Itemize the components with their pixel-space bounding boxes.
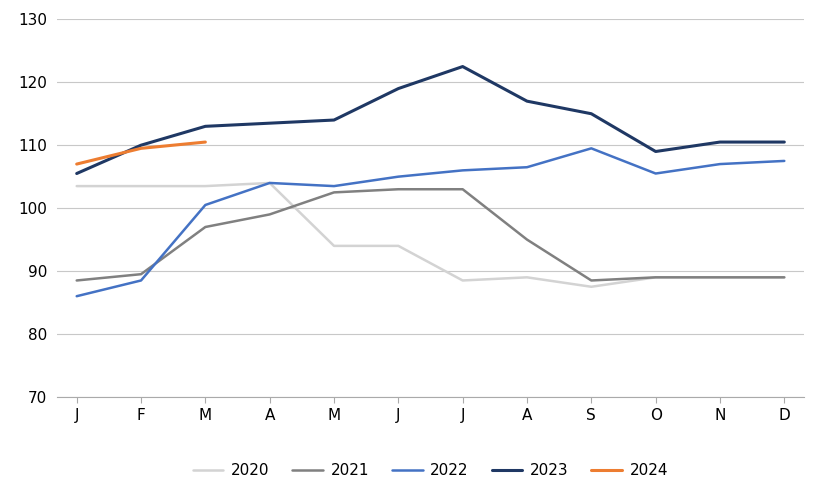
2023 <box>72 171 82 177</box>
2022 <box>200 202 210 208</box>
2024 <box>72 161 82 167</box>
2021 <box>650 274 660 280</box>
2020 <box>328 243 338 249</box>
2020 <box>136 183 146 189</box>
2020 <box>714 274 724 280</box>
2022 <box>393 174 403 180</box>
2020 <box>200 183 210 189</box>
2021 <box>136 271 146 277</box>
2020 <box>650 274 660 280</box>
2022 <box>650 171 660 177</box>
2022 <box>265 180 274 186</box>
Line: 2024: 2024 <box>77 142 205 164</box>
2021 <box>586 278 595 284</box>
2020 <box>778 274 788 280</box>
2023 <box>393 86 403 91</box>
2023 <box>778 139 788 145</box>
2022 <box>457 167 467 173</box>
2023 <box>200 123 210 129</box>
2020 <box>393 243 403 249</box>
2024 <box>200 139 210 145</box>
2020 <box>586 284 595 289</box>
2021 <box>393 186 403 192</box>
2023 <box>136 142 146 148</box>
2021 <box>200 224 210 230</box>
2023 <box>714 139 724 145</box>
2020 <box>265 180 274 186</box>
2022 <box>328 183 338 189</box>
2022 <box>778 158 788 164</box>
2020 <box>72 183 82 189</box>
2022 <box>714 161 724 167</box>
2023 <box>457 63 467 69</box>
2021 <box>265 212 274 217</box>
2021 <box>328 190 338 196</box>
2022 <box>522 165 532 170</box>
Line: 2020: 2020 <box>77 183 783 287</box>
Legend: 2020, 2021, 2022, 2023, 2024: 2020, 2021, 2022, 2023, 2024 <box>187 457 673 484</box>
Line: 2021: 2021 <box>77 189 783 281</box>
2023 <box>586 111 595 117</box>
Line: 2022: 2022 <box>77 149 783 296</box>
Line: 2023: 2023 <box>77 66 783 174</box>
2023 <box>650 149 660 154</box>
2023 <box>522 98 532 104</box>
2024 <box>136 146 146 151</box>
2021 <box>457 186 467 192</box>
2022 <box>586 146 595 151</box>
2022 <box>136 278 146 284</box>
2020 <box>457 278 467 284</box>
2021 <box>72 278 82 284</box>
2021 <box>714 274 724 280</box>
2021 <box>522 237 532 242</box>
2020 <box>522 274 532 280</box>
2021 <box>778 274 788 280</box>
2023 <box>265 121 274 126</box>
2023 <box>328 117 338 123</box>
2022 <box>72 293 82 299</box>
